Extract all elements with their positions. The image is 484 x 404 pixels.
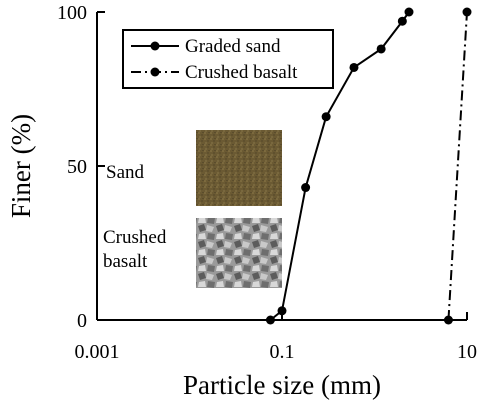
x-axis-title: Particle size (mm) xyxy=(183,370,381,400)
data-point-graded-sand xyxy=(301,183,311,193)
legend-marker-crushed-basalt xyxy=(150,67,160,77)
x-tick-label: 0.1 xyxy=(270,341,295,363)
legend-box xyxy=(122,29,334,89)
y-axis-title: Finer (%) xyxy=(6,114,36,218)
data-point-graded-sand xyxy=(404,7,414,17)
legend-label-crushed-basalt: Crushed basalt xyxy=(185,62,298,83)
data-point-graded-sand xyxy=(349,62,359,72)
data-point-graded-sand xyxy=(277,306,287,316)
photo-label-line: Crushed xyxy=(103,227,167,248)
series-line-crushed-basalt xyxy=(447,11,468,321)
data-point-graded-sand xyxy=(397,16,407,26)
legend-label-graded-sand: Graded sand xyxy=(185,36,281,57)
inset-photos: Sand Crushed basalt xyxy=(103,130,282,288)
data-point-graded-sand xyxy=(376,44,386,54)
legend: Graded sand Crushed basalt xyxy=(122,29,334,89)
data-point-crushed-basalt xyxy=(443,315,453,325)
crushed-basalt-photo xyxy=(196,218,282,288)
x-tick-label: 10 xyxy=(457,341,477,363)
series-crushed-basalt xyxy=(443,7,472,325)
series-layer xyxy=(265,7,472,325)
data-point-crushed-basalt xyxy=(462,7,472,17)
y-tick-label: 50 xyxy=(67,156,87,178)
data-point-graded-sand xyxy=(321,112,331,122)
x-tick-label: 0.001 xyxy=(75,341,120,363)
axes xyxy=(96,11,468,321)
y-tick-label: 0 xyxy=(77,310,87,332)
photo-label-crushed-basalt: Crushed basalt xyxy=(103,227,167,272)
data-point-graded-sand xyxy=(265,315,275,325)
sand-photo xyxy=(196,130,282,206)
axis-labels: 0 50 100 0.001 0.1 10 Particle size (mm) Finer … xyxy=(6,2,477,400)
series-line-graded-sand xyxy=(269,11,410,321)
series-graded-sand xyxy=(265,7,414,325)
photo-label-sand: Sand xyxy=(106,162,145,183)
y-tick-label: 100 xyxy=(57,2,87,24)
photo-label-line: basalt xyxy=(103,251,148,272)
legend-marker-graded-sand xyxy=(150,41,160,51)
